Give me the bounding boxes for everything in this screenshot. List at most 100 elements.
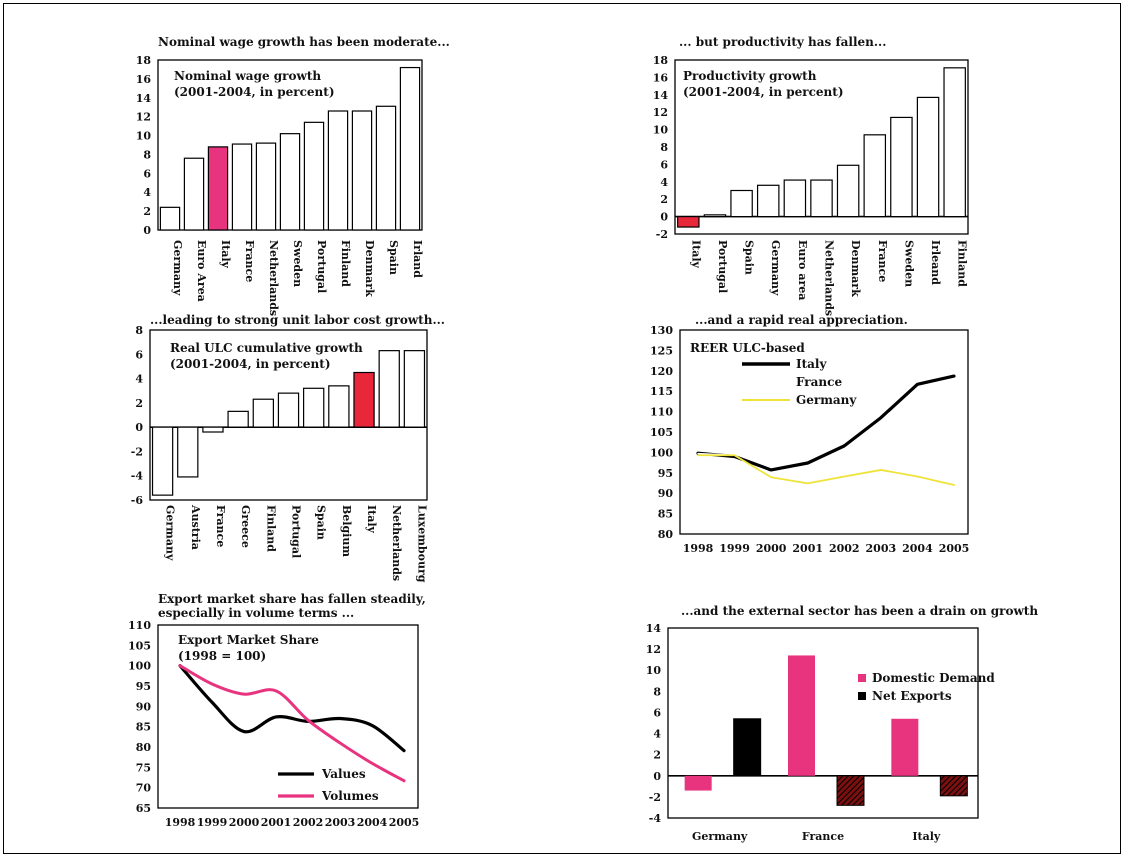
x-tick-label: 2004 — [902, 542, 933, 555]
category-label: Netherlands — [390, 505, 403, 581]
y-tick-label: 6 — [660, 158, 668, 171]
y-tick-label: 70 — [136, 782, 152, 795]
x-tick-label: 2005 — [389, 816, 420, 829]
y-tick-label: 2 — [653, 749, 661, 762]
y-tick-label: 10 — [646, 664, 662, 677]
x-tick-label: 2005 — [939, 542, 970, 555]
series-line-values — [178, 664, 406, 753]
chart-4-heading: ...and a rapid real appreciation. — [695, 313, 908, 327]
category-label: Finland — [956, 240, 969, 287]
category-label: Italy — [365, 505, 378, 534]
plot-area — [667, 627, 979, 819]
y-tick-label: 10 — [653, 124, 669, 137]
category-label: Italy — [689, 240, 702, 269]
series-line-volumes — [178, 664, 406, 783]
y-tick-label: 65 — [136, 802, 151, 815]
chart-subtitle: (1998 = 100) — [178, 649, 266, 663]
category-label: Portugal — [716, 240, 729, 293]
bar-italy-net-exports — [939, 775, 968, 797]
chart-3-heading: ...leading to strong unit labor cost gro… — [150, 313, 445, 327]
bar-spain — [303, 387, 325, 428]
y-tick-label: 4 — [143, 186, 151, 199]
y-tick-label: 4 — [135, 373, 143, 386]
category-label: Euro Area — [195, 240, 208, 302]
bar-portugal — [277, 392, 300, 428]
y-tick-label: 130 — [650, 324, 673, 337]
y-tick-label: 95 — [136, 680, 151, 693]
bar-spain — [375, 105, 397, 231]
y-tick-label: 85 — [136, 721, 151, 734]
category-label: Sweden — [902, 240, 915, 287]
category-label: Greece — [239, 505, 252, 548]
y-tick-label: 16 — [136, 73, 152, 86]
bar-netherlands — [810, 179, 833, 218]
y-tick-label: 105 — [650, 426, 673, 439]
category-label: Irland — [411, 240, 424, 278]
y-tick-label: 6 — [143, 167, 151, 180]
chart-title: Export Market Share — [178, 633, 319, 647]
legend-label-values: Values — [321, 767, 366, 781]
legend-swatch-net-exports — [858, 692, 866, 700]
y-tick-label: 0 — [660, 211, 668, 224]
bar-germany — [756, 184, 780, 218]
y-tick-label: 100 — [128, 660, 151, 673]
bar-germany — [151, 426, 174, 496]
x-tick-label: 2002 — [293, 816, 324, 829]
x-tick-label: 2003 — [866, 542, 897, 555]
bar-france — [863, 134, 887, 218]
chart-subtitle: (2001-2004, in percent) — [170, 357, 331, 371]
chart-6-heading: ...and the external sector has been a dr… — [681, 604, 1039, 618]
y-tick-label: 8 — [653, 685, 661, 698]
x-tick-label: 2001 — [792, 542, 823, 555]
legend-label-net-exports: Net Exports — [872, 689, 952, 703]
category-label: Euro area — [796, 240, 809, 300]
y-tick-label: 2 — [143, 205, 151, 218]
y-tick-label: 4 — [653, 728, 661, 741]
chart-1-heading: Nominal wage growth has been moderate... — [158, 35, 450, 49]
y-tick-label: 125 — [650, 344, 673, 357]
chart-title: Productivity growth — [683, 69, 817, 83]
y-tick-label: 18 — [653, 54, 669, 67]
x-tick-label: 1998 — [683, 542, 714, 555]
y-tick-label: 90 — [658, 487, 674, 500]
y-tick-label: 12 — [136, 111, 151, 124]
category-label: Germany — [769, 240, 782, 296]
y-tick-label: -6 — [131, 494, 144, 507]
y-tick-label: 4 — [660, 176, 668, 189]
bar-euro-area — [183, 157, 205, 231]
y-tick-label: -2 — [656, 228, 668, 241]
category-label: Germany — [171, 240, 184, 296]
y-tick-label: 12 — [653, 106, 668, 119]
category-label: Netherlands — [267, 240, 280, 316]
x-tick-label: 2001 — [261, 816, 292, 829]
x-tick-label: 2004 — [357, 816, 388, 829]
y-tick-label: -4 — [649, 812, 662, 825]
chart-subtitle: (2001-2004, in percent) — [174, 85, 335, 99]
bar-france-domestic-demand — [788, 655, 815, 776]
bar-euro-area — [783, 179, 807, 218]
category-label: France — [243, 240, 256, 282]
series-line-germany — [697, 454, 955, 486]
y-tick-label: 80 — [136, 741, 152, 754]
category-label: Sweden — [291, 240, 304, 287]
y-tick-label: 0 — [135, 421, 143, 434]
category-label: Spain — [387, 240, 400, 275]
y-tick-label: 8 — [660, 141, 668, 154]
bar-portugal — [703, 214, 727, 218]
category-label: Finland — [264, 505, 277, 552]
category-label: France — [876, 240, 889, 282]
bar-france — [231, 143, 253, 231]
bar-austria — [177, 426, 199, 478]
chart-title: REER ULC-based — [690, 341, 805, 355]
bar-finland — [327, 110, 349, 231]
legend-label-volumes: Volumes — [321, 789, 379, 803]
y-tick-label: 6 — [653, 706, 661, 719]
category-label: Irleand — [929, 240, 942, 285]
category-label: Luxembourg — [415, 505, 428, 583]
bar-italy — [353, 371, 375, 428]
